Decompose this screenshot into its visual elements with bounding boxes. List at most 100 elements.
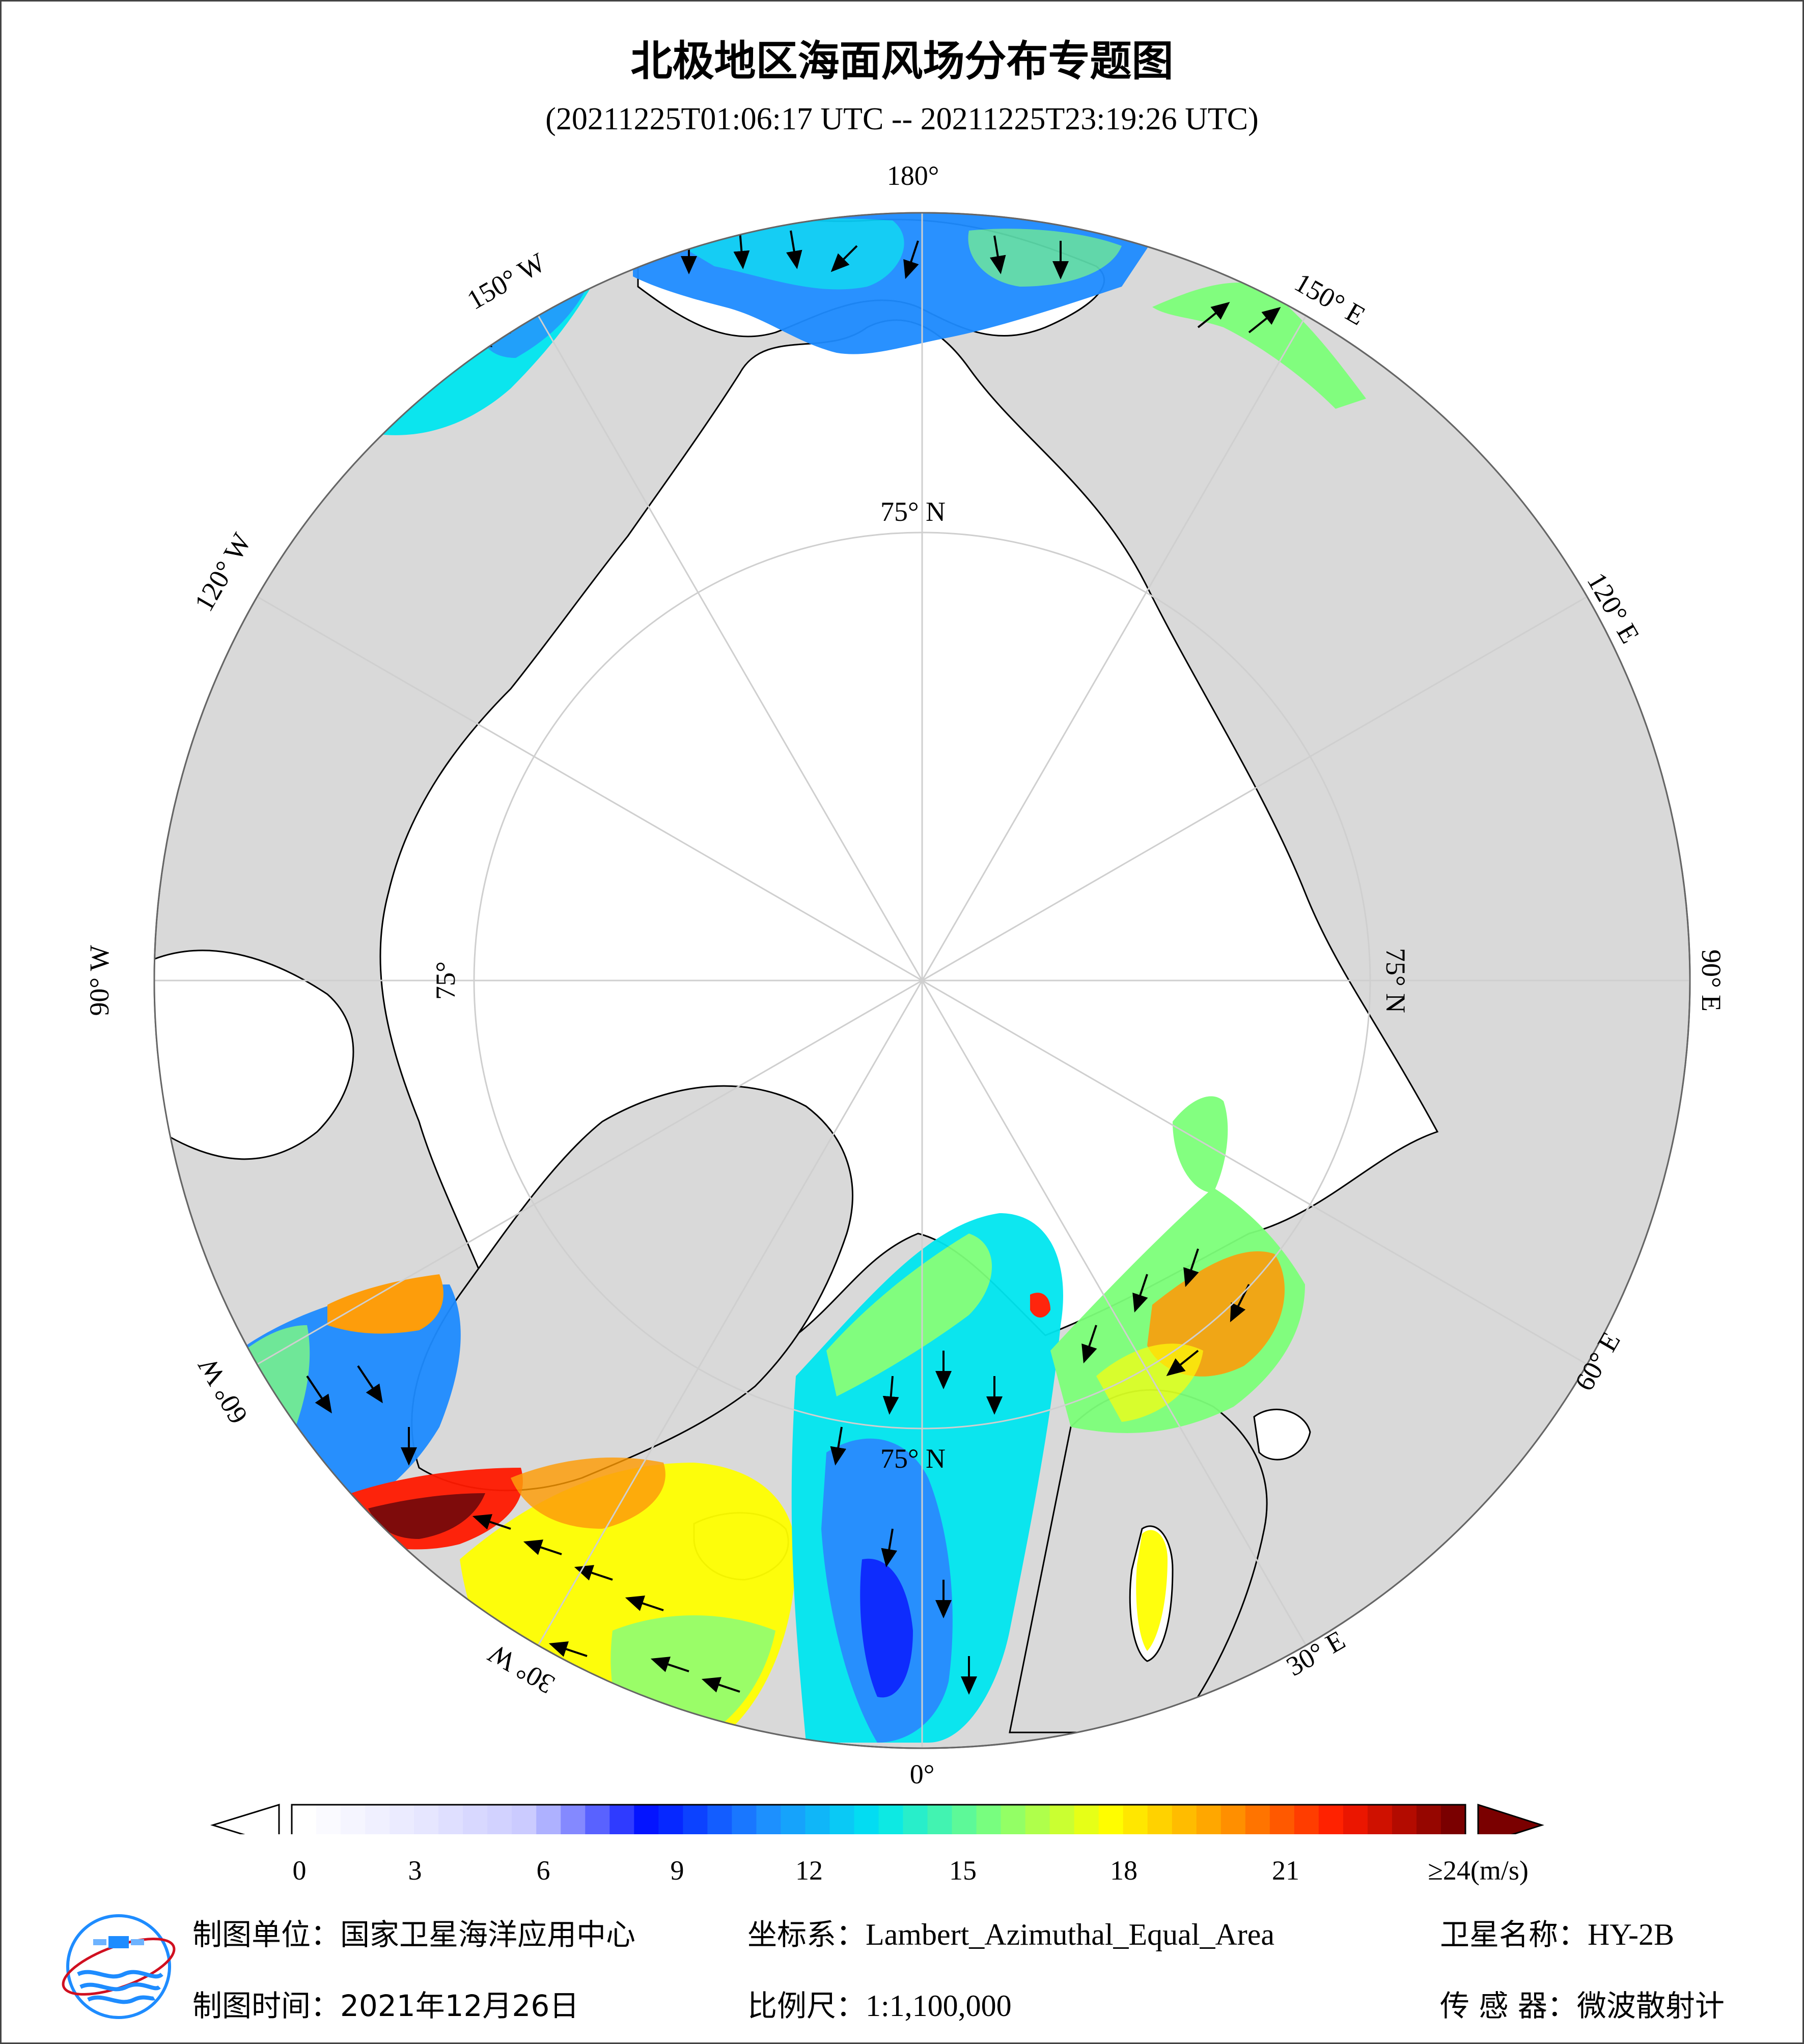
colorbar — [210, 1803, 1544, 1834]
lon-label-90w: 90° W — [84, 945, 115, 1016]
lat-label-75n-bottom: 75° N — [880, 1443, 946, 1474]
map-disk-border — [153, 212, 1691, 1749]
crs-value: Lambert_Azimuthal_Equal_Area — [866, 1918, 1275, 1951]
lat-label-75n-left: 75° — [430, 961, 461, 1000]
lon-label-0: 0° — [910, 1759, 935, 1789]
crs-label: 坐标系： — [747, 1917, 866, 1952]
wind-swath-davis-orange — [327, 1274, 443, 1334]
scale-value: 1:1,100,000 — [866, 1989, 1012, 2023]
wind-arrow — [733, 230, 750, 269]
scale-label: 比例尺： — [747, 1989, 866, 2023]
cbar-max-label: ≥24(m/s) — [1428, 1855, 1529, 1886]
colorbar-cell — [1220, 1805, 1246, 1834]
wind-arrow — [1081, 1325, 1097, 1364]
meridian-60e — [922, 979, 1588, 1365]
greenland — [411, 1085, 853, 1492]
colorbar-cell — [1392, 1805, 1417, 1834]
colorbar-cell — [1123, 1805, 1148, 1834]
colorbar-cell — [805, 1805, 830, 1834]
meridian-150e — [921, 315, 1307, 981]
time-range: (20211225T01:06:17 UTC -- 20211225T23:19… — [545, 102, 1259, 136]
colorbar-cell — [781, 1805, 806, 1834]
wind-arrow — [275, 1436, 301, 1475]
colorbar-cell — [512, 1805, 537, 1834]
cbar-tick-9: 9 — [670, 1855, 684, 1886]
lon-label-90e: 90° E — [1696, 949, 1727, 1012]
colorbar-cell — [927, 1805, 953, 1834]
colorbar-cell — [1269, 1805, 1295, 1834]
colorbar-cell — [316, 1805, 342, 1834]
colorbar-cell — [854, 1805, 879, 1834]
colorbar-cell — [707, 1805, 733, 1834]
sensor-info: 传 感 器：微波散射计 — [1440, 1982, 1725, 2025]
wind-arrow — [357, 1365, 383, 1404]
sensor-value: 微波散射计 — [1576, 1989, 1725, 2023]
lon-label-150w: 150° W — [462, 247, 550, 316]
nsoas-logo — [62, 1914, 176, 2019]
colorbar-cell — [438, 1805, 464, 1834]
org-value: 国家卫星海洋应用中心 — [340, 1917, 636, 1952]
colorbar-cell — [561, 1805, 586, 1834]
crs-info: 坐标系：Lambert_Azimuthal_Equal_Area — [747, 1911, 1274, 1953]
sensor-label: 传 感 器： — [1440, 1989, 1577, 2023]
wind-arrow — [548, 1641, 588, 1657]
meridian-120w — [257, 596, 923, 982]
lat-label-75n-top: 75° N — [880, 496, 946, 527]
cbar-tick-0: 0 — [292, 1855, 307, 1886]
date-value: 2021年12月26日 — [340, 1989, 579, 2023]
cbar-tick-18: 18 — [1110, 1855, 1137, 1886]
wind-arrow — [625, 1595, 664, 1611]
arctic-wind-map: 180° 150° E 120° E 90° E 60° E 30° E 0° … — [84, 160, 1727, 1834]
lat-label-75n-right: 75° N — [1380, 948, 1411, 1013]
wind-arrow — [989, 235, 1006, 274]
wind-arrow — [1248, 307, 1281, 333]
colorbar-cell — [1098, 1805, 1124, 1834]
wind-swath-fram-green — [826, 1234, 992, 1396]
wind-swath-okhotsk — [1152, 283, 1366, 409]
lon-label-180: 180° — [887, 160, 939, 191]
lon-label-120w: 120° W — [188, 528, 257, 617]
wind-swath-bering-green — [968, 229, 1122, 287]
wind-arrow — [472, 1514, 511, 1530]
wind-arrow — [1132, 1274, 1148, 1313]
cbar-tick-12: 12 — [795, 1855, 823, 1886]
org-label: 制图单位： — [192, 1917, 341, 1952]
colorbar-cell — [1416, 1805, 1441, 1834]
sat-label: 卫星名称： — [1440, 1917, 1588, 1952]
colorbar-cell — [1049, 1805, 1075, 1834]
colorbar-cell — [1440, 1805, 1466, 1834]
wind-swath-baltic — [1136, 1530, 1168, 1651]
colorbar-cell — [658, 1805, 684, 1834]
colorbar-cell — [609, 1805, 635, 1834]
scale-info: 比例尺：1:1,100,000 — [747, 1982, 1012, 2025]
colorbar-cell — [1172, 1805, 1197, 1834]
wind-arrow — [786, 230, 802, 269]
wind-arrow — [574, 1565, 613, 1581]
colorbar-cell — [463, 1805, 488, 1834]
wind-swath-svalbard-red — [1030, 1293, 1050, 1318]
date-label: 制图时间： — [192, 1989, 341, 2023]
wind-swath-atlantic-orange — [511, 1458, 665, 1529]
colorbar-cell — [634, 1805, 659, 1834]
colorbar-cell — [976, 1805, 1002, 1834]
colorbar-cell — [536, 1805, 562, 1834]
wind-arrow — [881, 1528, 898, 1567]
colorbar-cell — [1074, 1805, 1099, 1834]
colorbar-cell — [878, 1805, 904, 1834]
wind-swath-irminger-max — [368, 1493, 485, 1539]
colorbar-cell — [756, 1805, 782, 1834]
graticule — [154, 213, 1690, 1748]
hudson-bay — [154, 949, 354, 1160]
colorbar-cell — [1001, 1805, 1026, 1834]
colorbar-cell — [487, 1805, 513, 1834]
colorbar-cell — [390, 1805, 415, 1834]
colorbar-min-arrow — [210, 1803, 280, 1834]
wind-arrow — [650, 1657, 689, 1672]
meridian-150w — [537, 315, 923, 981]
colorbar-cell — [292, 1805, 317, 1834]
wind-swath-norwegian-deep — [860, 1558, 913, 1698]
date-info: 制图时间：2021年12月26日 — [192, 1982, 579, 2025]
wind-arrow — [421, 357, 460, 373]
colorbar-max-arrow — [1477, 1803, 1544, 1834]
